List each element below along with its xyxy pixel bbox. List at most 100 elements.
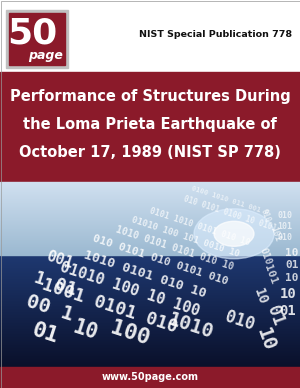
Bar (0, 326, 300, 327)
Text: www.50page.com: www.50page.com (101, 372, 199, 383)
Bar (0, 333, 300, 334)
Text: 01010 100 101 0010 10: 01010 100 101 0010 10 (130, 216, 240, 259)
Bar (0, 195, 300, 196)
Bar (0, 290, 300, 291)
Bar (0, 212, 300, 213)
Bar (0, 357, 300, 358)
Bar (0, 315, 300, 316)
Text: 1 01: 1 01 (32, 268, 79, 299)
Bar (0, 264, 300, 265)
Bar (0, 227, 300, 228)
Bar (0, 225, 300, 226)
Bar (0, 221, 300, 222)
Text: 50: 50 (7, 16, 57, 50)
Bar (0, 210, 300, 211)
Bar (0, 187, 300, 188)
Bar (0, 301, 300, 302)
Bar (0, 342, 300, 343)
Bar (0, 353, 300, 354)
Bar (0, 238, 300, 239)
Bar (0, 261, 300, 262)
Bar (0, 319, 300, 320)
Bar (0, 271, 300, 272)
Bar (0, 275, 300, 276)
Text: 1001 0101 010: 1001 0101 010 (40, 275, 180, 336)
Bar (0, 361, 300, 362)
Bar (0, 355, 300, 356)
Bar (0, 284, 300, 285)
Bar (0, 298, 300, 299)
Bar (0, 299, 300, 300)
Text: 100: 100 (108, 318, 152, 350)
Bar (0, 229, 300, 230)
Bar (0, 240, 300, 241)
Bar (0, 300, 300, 301)
Bar (0, 246, 300, 247)
Bar (0, 277, 300, 278)
Bar (0, 206, 300, 207)
Bar (0, 224, 300, 225)
Bar (0, 332, 300, 333)
Bar (0, 364, 300, 365)
Bar (0, 214, 300, 215)
Text: 0100 1010 011 001 0: 0100 1010 011 001 0 (191, 185, 269, 216)
Bar (0, 329, 300, 330)
Bar (0, 218, 300, 219)
Bar (0, 324, 300, 325)
Text: 01: 01 (263, 303, 287, 328)
Bar (0, 194, 300, 195)
Text: 010: 010 (257, 246, 273, 266)
Bar (0, 237, 300, 238)
Bar (0, 184, 300, 185)
Bar (0, 234, 300, 235)
Bar (0, 285, 300, 286)
Bar (0, 192, 300, 193)
Text: NIST Special Publication 778: NIST Special Publication 778 (139, 30, 292, 39)
Bar (0, 297, 300, 298)
Bar (0, 230, 300, 231)
Bar (0, 252, 300, 253)
Bar (9, 13, 65, 65)
Bar (0, 310, 300, 311)
Text: 01: 01 (29, 320, 61, 347)
Bar (0, 189, 300, 190)
Bar (0, 267, 300, 268)
Text: the Loma Prieta Earthquake of: the Loma Prieta Earthquake of (23, 117, 277, 132)
Bar (0, 226, 300, 227)
Bar (0, 222, 300, 223)
Bar (0, 362, 300, 363)
Bar (0, 322, 300, 323)
Bar (0, 185, 300, 186)
Bar (0, 363, 300, 364)
Bar (0, 242, 300, 243)
Bar (0, 276, 300, 277)
Bar (0, 320, 300, 321)
Bar (0, 250, 300, 251)
Bar (0, 312, 300, 313)
Bar (0, 294, 300, 295)
Bar (0, 191, 300, 192)
Bar (0, 337, 300, 338)
Bar (0, 259, 300, 260)
Bar (0, 204, 300, 205)
Bar (0, 304, 300, 305)
Bar (0, 360, 300, 361)
Bar (0, 321, 300, 322)
Bar (0, 257, 300, 258)
Text: 001: 001 (45, 248, 75, 271)
Bar (0, 270, 300, 271)
Bar (0, 356, 300, 357)
Bar (0, 296, 300, 297)
Bar (0, 287, 300, 288)
Bar (0, 338, 300, 339)
Text: 10
01
10: 10 01 10 (285, 248, 299, 282)
Bar (0, 327, 300, 328)
Bar (0, 346, 300, 347)
Bar (0, 340, 300, 341)
Bar (0, 336, 300, 337)
Bar (0, 262, 300, 263)
Bar (0, 305, 300, 306)
Bar (0, 72, 300, 182)
Bar (0, 358, 300, 359)
Text: 01010 100 10 100: 01010 100 10 100 (58, 260, 202, 319)
